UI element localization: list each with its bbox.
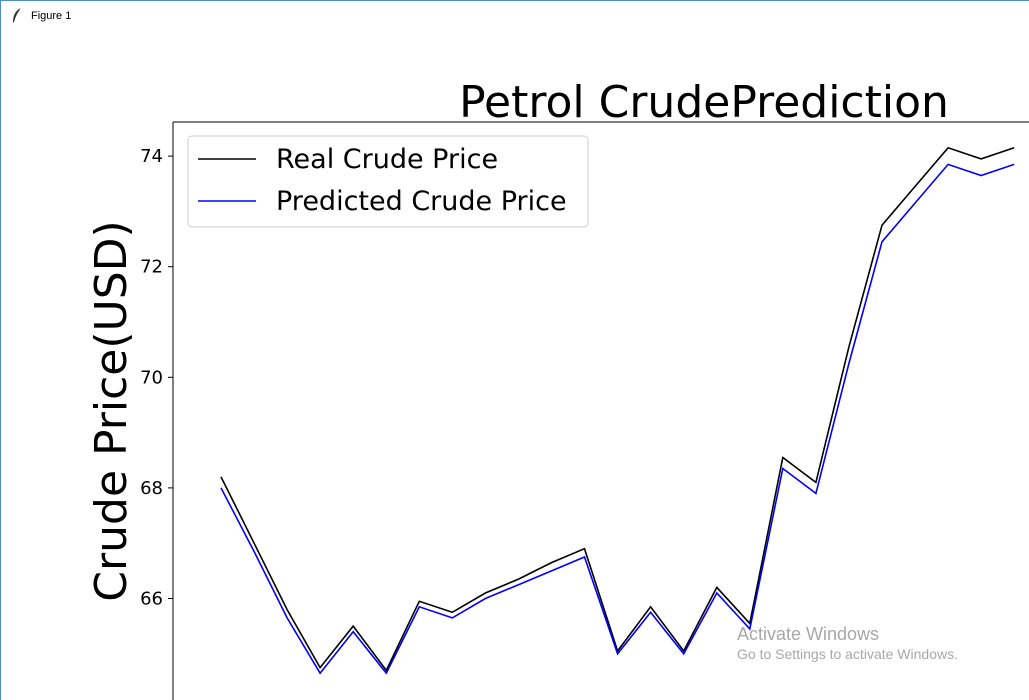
y-tick-label: 66 (140, 589, 163, 610)
feather-icon (13, 7, 22, 24)
chart-title: Petrol CrudePrediction (459, 77, 949, 128)
title-bar[interactable]: Figure 1 (1, 1, 1029, 31)
plot-area: Petrol CrudePrediction Crude Price(USD) 66… (86, 77, 1029, 700)
y-tick-label: 68 (140, 478, 163, 499)
activation-watermark: Activate Windows Go to Settings to activ… (737, 623, 958, 662)
window-title: Figure 1 (31, 10, 72, 22)
y-axis-label: Crude Price(USD) (86, 220, 137, 601)
legend-box (187, 135, 589, 228)
y-tick-label: 74 (140, 146, 163, 167)
legend: Real Crude Price Predicted Crude Price (187, 135, 589, 228)
y-tick-label: 72 (140, 257, 163, 278)
line-chart: Petrol CrudePrediction Crude Price(USD) 66… (86, 77, 1029, 700)
legend-entry-label: Predicted Crude Price (276, 186, 567, 217)
watermark-subtitle: Go to Settings to activate Windows. (737, 646, 958, 662)
series-group (220, 146, 1015, 675)
y-tick-label: 70 (140, 367, 163, 388)
watermark-title: Activate Windows (737, 624, 880, 644)
legend-entry-label: Real Crude Price (276, 144, 498, 175)
series-line-real (220, 146, 1015, 672)
series-line-predicted (220, 163, 1015, 675)
